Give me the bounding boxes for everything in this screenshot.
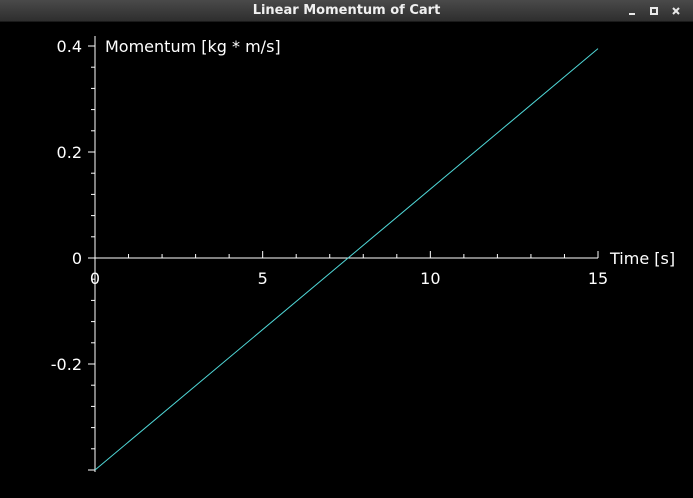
maximize-button[interactable] [646, 3, 662, 19]
minimize-button[interactable] [624, 3, 640, 19]
close-icon [672, 7, 680, 15]
maximize-icon [650, 7, 658, 15]
x-tick-label: 10 [420, 269, 440, 288]
title-bar[interactable]: Linear Momentum of Cart [0, 0, 693, 22]
minimize-icon [629, 13, 635, 15]
x-tick-label: 15 [588, 269, 608, 288]
y-axis-label: Momentum [kg * m/s] [105, 37, 281, 56]
x-axis-label: Time [s] [609, 249, 675, 268]
y-tick-label: 0.2 [57, 143, 82, 162]
y-tick-label: 0.4 [57, 37, 82, 56]
x-tick-label: 5 [258, 269, 268, 288]
plot-area: 0 5 10 15 0.4 0.2 0 -0.2 Momentum [kg * m/s] Time… [0, 22, 693, 494]
x-tick-label: 0 [90, 269, 100, 288]
y-tick-label: 0 [72, 249, 82, 268]
momentum-chart: 0 5 10 15 0.4 0.2 0 -0.2 Momentum [kg * m/s] Time… [51, 36, 675, 472]
close-button[interactable] [668, 3, 684, 19]
y-tick-label: -0.2 [51, 355, 82, 374]
window-title: Linear Momentum of Cart [252, 3, 441, 18]
momentum-series-line [94, 48, 599, 471]
